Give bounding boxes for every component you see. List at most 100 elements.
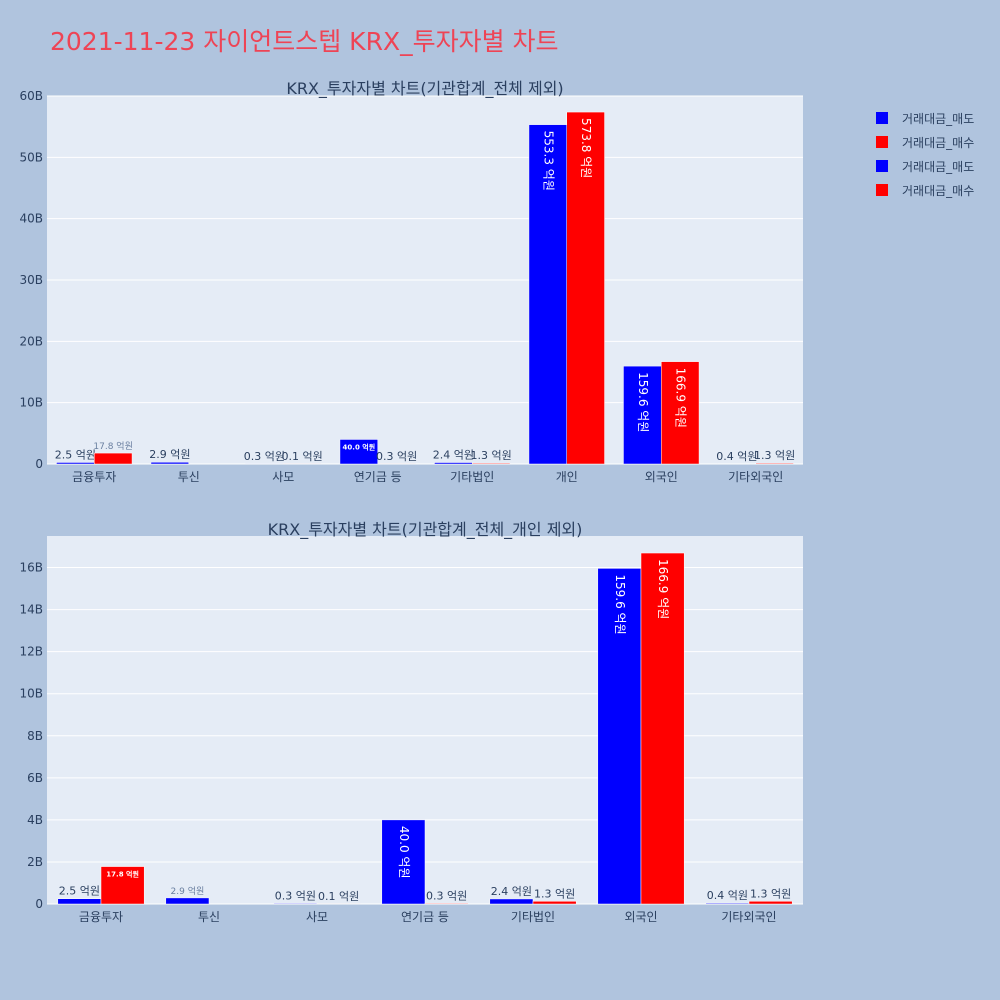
y-tick-label: 40B [19, 212, 43, 226]
x-tick-label: 연기금 등 [354, 470, 402, 484]
bar [150, 461, 189, 465]
data-label: 553.3 억원 [541, 131, 555, 191]
data-label: 17.8 억원 [106, 870, 139, 879]
bar [56, 462, 95, 465]
bar [94, 452, 133, 465]
data-label: 0.4 억원 [716, 450, 757, 463]
y-tick-label: 30B [19, 273, 43, 287]
x-tick-label: 기타외국인 [721, 910, 776, 924]
y-tick-label: 60B [19, 89, 43, 103]
x-tick-label: 기타법인 [511, 910, 555, 924]
data-label: 40.0 억원 [397, 826, 411, 879]
legend-item[interactable]: 거래대금_매수 [876, 130, 974, 154]
data-label: 166.9 억원 [656, 559, 670, 619]
y-tick-label: 50B [19, 150, 43, 164]
data-label: 1.3 억원 [534, 887, 575, 900]
x-tick-label: 연기금 등 [401, 910, 449, 924]
x-tick-label: 외국인 [645, 470, 678, 484]
data-label: 0.1 억원 [318, 890, 359, 903]
data-label: 159.6 억원 [613, 574, 627, 634]
x-tick-label: 기타법인 [450, 470, 494, 484]
bar [623, 365, 662, 465]
data-label: 1.3 억원 [750, 887, 791, 900]
data-label: 1.3 억원 [754, 449, 795, 462]
data-label: 1.3 억원 [471, 449, 512, 462]
y-tick-label: 12B [19, 645, 43, 659]
bar [489, 898, 534, 905]
bar [755, 462, 794, 465]
legend: 거래대금_매도 거래대금_매수 거래대금_매도 거래대금_매수 [876, 106, 974, 202]
x-tick-label: 금융투자 [79, 910, 123, 924]
chart-title: KRX_투자자별 차트(기관합계_전체_개인 제외) [268, 520, 583, 540]
y-tick-label: 14B [19, 603, 43, 617]
data-label: 0.1 억원 [282, 450, 323, 463]
data-label: 17.8 억원 [93, 440, 132, 452]
data-label: 0.3 억원 [275, 889, 316, 902]
y-tick-label: 10B [19, 396, 43, 410]
y-tick-label: 6B [27, 771, 43, 785]
bar [381, 819, 426, 905]
bar [640, 552, 685, 905]
x-tick-label: 기타외국인 [728, 470, 783, 484]
y-tick-label: 8B [27, 729, 43, 743]
data-label: 2.9 억원 [171, 885, 205, 897]
legend-item[interactable]: 거래대금_매도 [876, 106, 974, 130]
legend-swatch [876, 160, 888, 172]
bar [597, 568, 642, 905]
chart-bottom: 0 2B 4B 6B 8B 10B 12B 14B 16B KRX_투자자별 차트(기관합계_전체… [19, 520, 803, 924]
data-label: 0.4 억원 [707, 889, 748, 902]
legend-label: 거래대금_매수 [902, 183, 975, 198]
legend-swatch [876, 184, 888, 196]
bar [165, 897, 210, 905]
bar [528, 124, 568, 465]
bar [339, 439, 379, 465]
y-tick-label: 2B [27, 855, 43, 869]
data-label: 573.8 억원 [579, 118, 593, 178]
data-label: 40.0 억원 [343, 442, 376, 451]
y-tick-label: 16B [19, 561, 43, 575]
legend-label: 거래대금_매도 [902, 159, 975, 174]
data-label: 0.3 억원 [426, 889, 467, 902]
x-tick-label: 사모 [272, 470, 294, 484]
data-label: 159.6 억원 [636, 372, 650, 432]
page-title: 2021-11-23 자이언트스텝 KRX_투자자별 차트 [50, 27, 559, 56]
bar [100, 866, 145, 905]
data-label: 0.3 억원 [244, 450, 285, 463]
data-label: 2.5 억원 [59, 885, 100, 898]
y-tick-label: 20B [19, 334, 43, 348]
data-label: 2.9 억원 [149, 448, 190, 461]
legend-item[interactable]: 거래대금_매도 [876, 154, 974, 178]
legend-swatch [876, 112, 888, 124]
bar [434, 462, 473, 465]
x-tick-label: 외국인 [624, 910, 657, 924]
legend-label: 거래대금_매도 [902, 111, 975, 126]
data-label: 2.4 억원 [433, 449, 474, 462]
y-tick-label: 4B [27, 813, 43, 827]
bar [57, 898, 102, 905]
legend-label: 거래대금_매수 [902, 135, 975, 150]
y-tick-label: 10B [19, 687, 43, 701]
bar [705, 902, 750, 905]
bar [566, 111, 605, 465]
bar [748, 901, 793, 905]
y-tick-label: 0 [35, 457, 43, 471]
x-tick-label: 금융투자 [72, 470, 116, 484]
bar [273, 903, 318, 905]
chart-title: KRX_투자자별 차트(기관합계_전체 제외) [286, 79, 563, 99]
data-label: 166.9 억원 [674, 368, 688, 428]
data-label: 0.3 억원 [376, 450, 417, 463]
data-label: 2.5 억원 [55, 448, 96, 461]
chart-top: 0 10B 20B 30B 40B 50B 60B KRX_투자자별 차트(기관합계_전체 제… [19, 79, 803, 484]
bar [424, 903, 469, 905]
data-label: 2.4 억원 [491, 885, 532, 898]
legend-item[interactable]: 거래대금_매수 [876, 178, 974, 202]
x-tick-label: 투신 [178, 470, 200, 484]
x-tick-label: 투신 [198, 910, 220, 924]
y-tick-label: 0 [35, 897, 43, 911]
bar [661, 361, 700, 465]
x-tick-label: 사모 [306, 910, 328, 924]
bar [472, 462, 511, 465]
x-tick-label: 개인 [556, 470, 578, 484]
legend-swatch [876, 136, 888, 148]
bar [532, 901, 577, 905]
